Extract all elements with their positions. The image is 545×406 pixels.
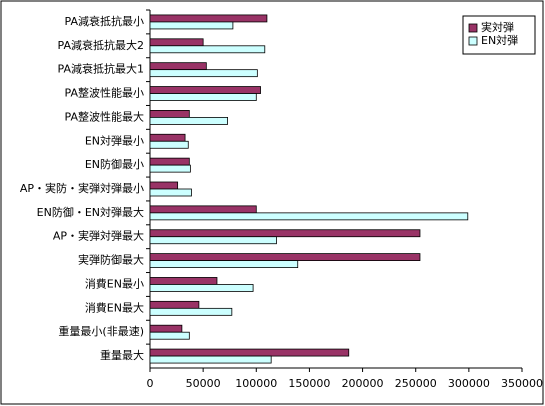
y-tick-label: AP・実防・実弾対弾最小 bbox=[20, 181, 144, 195]
bar bbox=[149, 21, 234, 30]
bar bbox=[149, 229, 421, 238]
bar bbox=[149, 140, 189, 149]
bar bbox=[149, 277, 218, 285]
legend-swatch bbox=[468, 23, 478, 33]
y-tick-label: PA減衰抵抗最小 bbox=[65, 14, 144, 28]
bar bbox=[149, 348, 350, 357]
legend-swatch bbox=[468, 36, 478, 46]
bar bbox=[149, 164, 191, 173]
x-tick-label: 100000 bbox=[235, 377, 277, 390]
bar bbox=[149, 157, 190, 166]
y-tick-label: 消費EN最大 bbox=[85, 300, 144, 314]
bar bbox=[149, 212, 469, 221]
bar bbox=[149, 331, 190, 340]
y-tick-label: EN対弾最小 bbox=[85, 133, 144, 147]
bar bbox=[149, 188, 192, 197]
bar bbox=[149, 69, 258, 78]
y-tick-label: EN防御・EN対弾最大 bbox=[37, 205, 144, 219]
y-tick-label: PA整波性能最小 bbox=[65, 86, 144, 100]
bar bbox=[149, 324, 183, 333]
bar bbox=[149, 236, 277, 245]
bar bbox=[149, 355, 272, 364]
bar bbox=[149, 205, 257, 214]
bar bbox=[149, 253, 421, 262]
bar bbox=[149, 284, 254, 292]
bar bbox=[149, 38, 204, 47]
y-tick-label: PA減衰抵抗最大2 bbox=[58, 38, 144, 52]
y-tick-label: AP・実弾対弾最大 bbox=[53, 229, 144, 243]
bar bbox=[149, 45, 266, 54]
bar bbox=[149, 117, 228, 125]
x-tick-label: 150000 bbox=[288, 377, 330, 390]
bar bbox=[149, 181, 179, 190]
x-tick-label: 200000 bbox=[342, 377, 384, 390]
x-tick-label: 300000 bbox=[448, 377, 490, 390]
y-tick-label: EN防御最小 bbox=[85, 157, 144, 171]
y-tick-label: 消費EN最小 bbox=[85, 276, 144, 290]
bar bbox=[149, 260, 299, 269]
bar bbox=[149, 14, 268, 23]
bar bbox=[149, 86, 261, 94]
y-tick-label: 重量最大 bbox=[100, 348, 144, 362]
x-tick-label: 250000 bbox=[395, 377, 437, 390]
bar bbox=[149, 307, 233, 316]
bar bbox=[149, 133, 186, 142]
y-tick-label: PA減衰抵抗最大1 bbox=[58, 62, 144, 76]
x-tick-label: 350000 bbox=[501, 377, 543, 390]
x-tick-label: 0 bbox=[147, 377, 154, 390]
y-tick-label: PA整波性能最大 bbox=[65, 109, 144, 123]
x-tick-label: 50000 bbox=[186, 377, 221, 390]
y-tick-label: 重量最小(非最速) bbox=[58, 324, 144, 338]
bar bbox=[149, 300, 200, 309]
bar bbox=[149, 110, 190, 118]
legend-label: EN対弾 bbox=[481, 33, 518, 47]
bar bbox=[149, 93, 257, 101]
y-tick-label: 実弾防御最大 bbox=[78, 253, 144, 267]
legend-label: 実対弾 bbox=[481, 20, 514, 34]
legend-box bbox=[462, 15, 536, 55]
bar bbox=[149, 62, 207, 71]
